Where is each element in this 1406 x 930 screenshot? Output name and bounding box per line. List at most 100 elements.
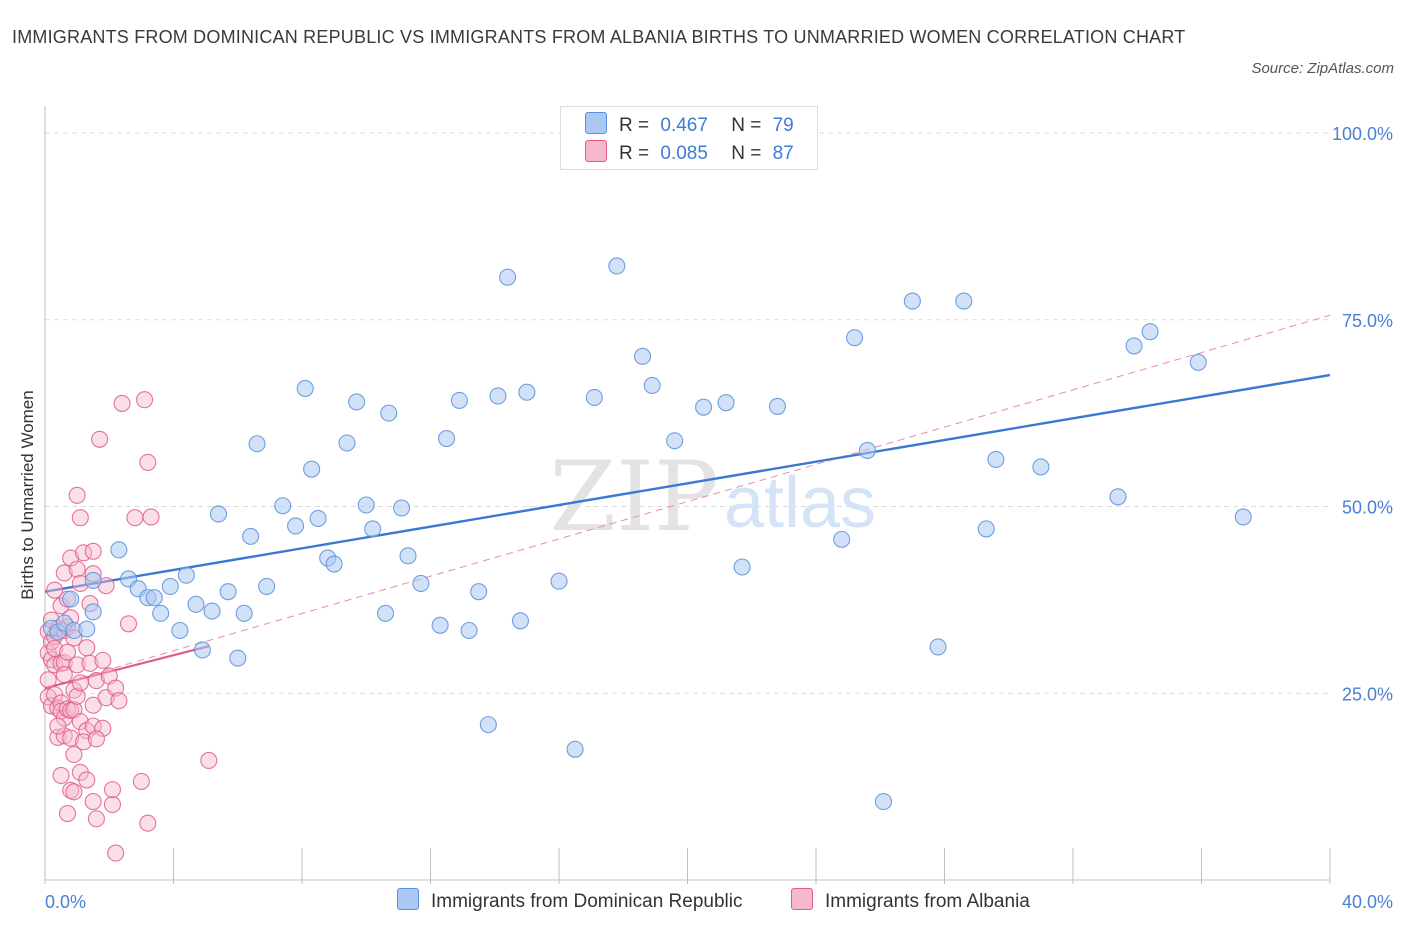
point-albania — [71, 713, 89, 731]
legend-item-albania: Immigrants from Albania — [791, 888, 1030, 913]
point-dominican — [566, 740, 584, 758]
point-albania — [94, 651, 112, 669]
y-tick-label: 100.0% — [1332, 124, 1393, 144]
point-dominican — [193, 641, 211, 659]
point-albania — [52, 766, 70, 784]
point-dominican — [717, 394, 735, 412]
point-dominican — [203, 602, 221, 620]
point-albania — [68, 486, 86, 504]
x-tick-label: 40.0% — [1342, 892, 1393, 912]
point-albania — [94, 719, 112, 737]
point-dominican — [219, 583, 237, 601]
legend-swatch-blue — [397, 888, 419, 910]
point-dominican — [903, 292, 921, 310]
point-dominican — [608, 257, 626, 275]
legend-swatch-pink — [585, 140, 607, 162]
watermark-atlas: atlas — [724, 463, 876, 543]
point-dominican — [338, 434, 356, 452]
point-albania — [103, 781, 122, 799]
legend-r-value: 0.085 — [660, 143, 708, 164]
x-tick-label: 0.0% — [45, 892, 86, 912]
point-dominican — [78, 620, 96, 638]
point-dominican — [309, 509, 327, 528]
point-dominican — [833, 530, 851, 548]
point-albania — [42, 651, 60, 669]
point-dominican — [489, 387, 507, 405]
point-albania — [136, 391, 154, 409]
point-dominican — [171, 621, 189, 640]
point-dominican — [845, 329, 864, 347]
point-dominican — [460, 621, 478, 640]
point-albania — [42, 697, 60, 715]
point-albania — [68, 656, 86, 674]
legend-row-albania: R = 0.085 N = 87 — [585, 140, 794, 166]
point-albania — [68, 687, 86, 705]
point-albania — [71, 674, 89, 692]
legend-n-value: 79 — [772, 115, 794, 136]
point-dominican — [325, 555, 343, 573]
point-dominican — [585, 388, 603, 406]
point-dominican — [412, 574, 430, 592]
chart-title: IMMIGRANTS FROM DOMINICAN REPUBLIC VS IM… — [12, 27, 1186, 47]
point-dominican — [499, 268, 517, 286]
point-albania — [91, 430, 109, 448]
y-tick-label: 50.0% — [1342, 498, 1393, 518]
point-albania — [81, 654, 99, 672]
point-dominican — [550, 572, 568, 590]
point-albania — [142, 508, 160, 526]
point-albania — [55, 564, 73, 582]
point-dominican — [633, 347, 652, 365]
point-dominican — [929, 638, 947, 656]
point-albania — [107, 844, 125, 862]
legend-label-albania: Immigrants from Albania — [825, 891, 1030, 912]
tick-labels: 100.0% 75.0% 50.0% 25.0% 0.0% 40.0% — [45, 124, 1393, 912]
legend-swatch-pink — [791, 888, 813, 910]
point-albania — [103, 796, 122, 814]
point-albania — [78, 639, 96, 657]
point-dominican — [450, 391, 468, 409]
point-albania — [107, 679, 125, 697]
point-dominican — [858, 441, 876, 460]
point-albania — [55, 666, 73, 684]
point-dominican — [470, 583, 488, 601]
point-dominican — [987, 450, 1005, 468]
point-dominican — [380, 404, 398, 422]
point-dominican — [376, 604, 395, 622]
point-albania — [84, 696, 102, 714]
point-dominican — [62, 590, 80, 608]
point-dominican — [1032, 458, 1050, 476]
point-dominican — [1109, 488, 1127, 506]
legend-r-label: R = — [619, 143, 650, 164]
point-dominican — [209, 505, 228, 523]
point-dominican — [84, 603, 102, 621]
point-dominican — [399, 547, 417, 565]
y-tick-label: 75.0% — [1342, 311, 1393, 331]
point-albania — [49, 717, 67, 735]
point-albania — [87, 810, 105, 828]
point-dominican — [733, 558, 751, 576]
point-dominican — [287, 517, 305, 535]
point-dominican — [258, 577, 276, 595]
point-dominican — [955, 292, 973, 310]
point-dominican — [1141, 323, 1159, 341]
point-dominican — [187, 595, 205, 613]
point-albania — [58, 643, 77, 661]
point-dominican — [874, 793, 893, 811]
point-albania — [65, 745, 83, 764]
point-dominican — [1234, 508, 1252, 526]
point-albania — [84, 542, 102, 560]
legend-row-dominican: R = 0.467 N = 79 — [585, 112, 794, 138]
point-dominican — [110, 541, 128, 559]
point-dominican — [977, 520, 995, 538]
point-dominican — [1125, 337, 1143, 355]
point-albania — [132, 772, 150, 790]
point-albania — [200, 751, 218, 770]
point-dominican — [695, 398, 713, 416]
point-dominican — [393, 499, 411, 517]
point-dominican — [364, 520, 382, 538]
watermark: ZIP atlas — [549, 441, 876, 553]
point-albania — [55, 654, 73, 672]
legend-r-value: 0.467 — [660, 115, 708, 136]
point-dominican — [229, 649, 247, 667]
point-albania — [110, 692, 128, 710]
